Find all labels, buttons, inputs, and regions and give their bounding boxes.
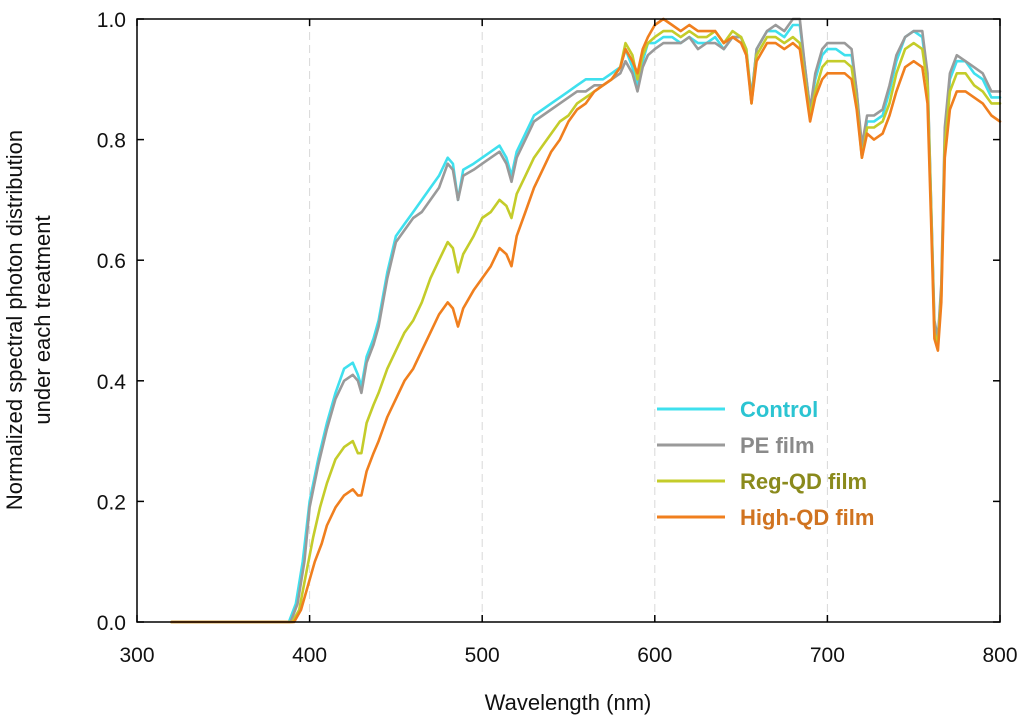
- legend: Control PE film Reg-QD film High-QD film: [657, 397, 874, 530]
- legend-label-pe-film: PE film: [740, 433, 815, 458]
- series-line-high-qd-film: [170, 17, 1002, 624]
- series-line-reg-qd-film: [170, 29, 1002, 624]
- series-line-control: [170, 23, 1002, 624]
- y-tick-label: 0.6: [97, 250, 126, 273]
- legend-label-high-qd-film: High-QD film: [740, 505, 874, 530]
- plot-frame: [136, 18, 1001, 623]
- y-tick-label: 1.0: [97, 9, 126, 32]
- y-axis-title-line2: under each treatment: [30, 215, 55, 424]
- legend-label-reg-qd-film: Reg-QD film: [740, 469, 867, 494]
- x-tick-label: 300: [119, 644, 154, 667]
- series-line-pe-film: [170, 17, 1002, 624]
- y-tick-label: 0.0: [97, 612, 126, 635]
- axis-ticks: 300 400 500 600 700 800 0.0 0.2 0.4 0.6 0.8 1.0: [97, 9, 1018, 667]
- y-tick-label: 0.2: [97, 491, 126, 514]
- legend-label-control: Control: [740, 397, 818, 422]
- y-axis-title-line1: Normalized spectral photon distribution: [2, 130, 27, 510]
- y-tick-label: 0.4: [97, 371, 127, 394]
- series-lines: [170, 17, 1002, 624]
- x-tick-label: 400: [292, 644, 327, 667]
- x-tick-label: 600: [637, 644, 672, 667]
- x-tick-label: 800: [982, 644, 1017, 667]
- y-tick-label: 0.8: [97, 130, 126, 153]
- x-tick-label: 500: [465, 644, 500, 667]
- grid-lines: [309, 19, 828, 622]
- x-tick-label: 700: [810, 644, 845, 667]
- x-axis-title: Wavelength (nm): [485, 690, 652, 715]
